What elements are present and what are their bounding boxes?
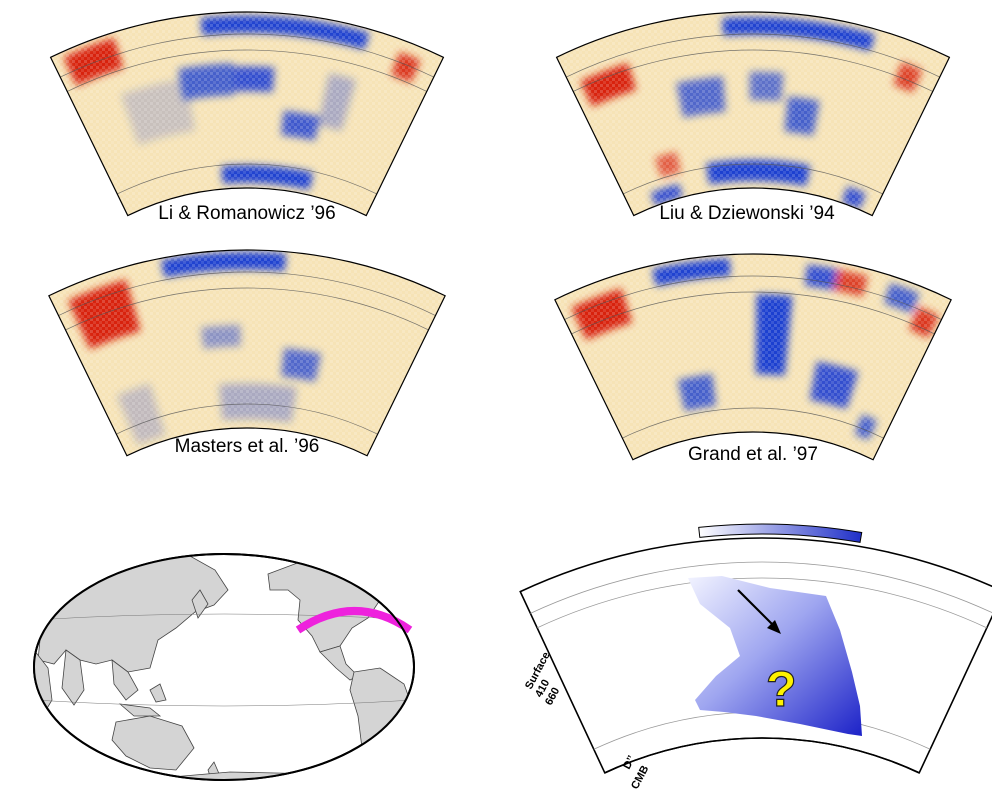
depth-label-d-double-prime: D’’ [621, 754, 638, 772]
tomography-panel-grand [554, 253, 952, 461]
sinking-arrow-icon [767, 620, 781, 634]
panel-outline [554, 253, 952, 461]
sinking-arrow-line [737, 589, 779, 631]
surface-plate-bar [698, 523, 863, 543]
line-cmb [604, 737, 920, 774]
line-d-double-prime [593, 711, 931, 750]
panel-label-li-romanowicz: Li & Romanowicz ’96 [158, 203, 335, 224]
slab-schematic: ? Surface 410 660 D’’ CMB [519, 523, 992, 791]
panel-label-masters: Masters et al. ’96 [175, 436, 320, 457]
tomography-panel-li-romanowicz [49, 11, 445, 217]
panel-outline [49, 11, 445, 217]
line-410 [530, 561, 992, 614]
map-graticule [34, 613, 414, 707]
panel-label-liu-dziewonski: Liu & Dziewonski ’94 [659, 203, 835, 224]
panel-outline [48, 249, 446, 457]
tomography-panel-masters [48, 249, 446, 457]
line-660 [536, 577, 988, 629]
subducted-slab [688, 576, 862, 736]
panel-outline [555, 11, 951, 217]
panel-label-grand: Grand et al. ’97 [688, 444, 818, 465]
world-map [33, 553, 415, 781]
tomography-panel-liu-dziewonski [555, 11, 951, 217]
question-mark: ? [766, 661, 797, 717]
